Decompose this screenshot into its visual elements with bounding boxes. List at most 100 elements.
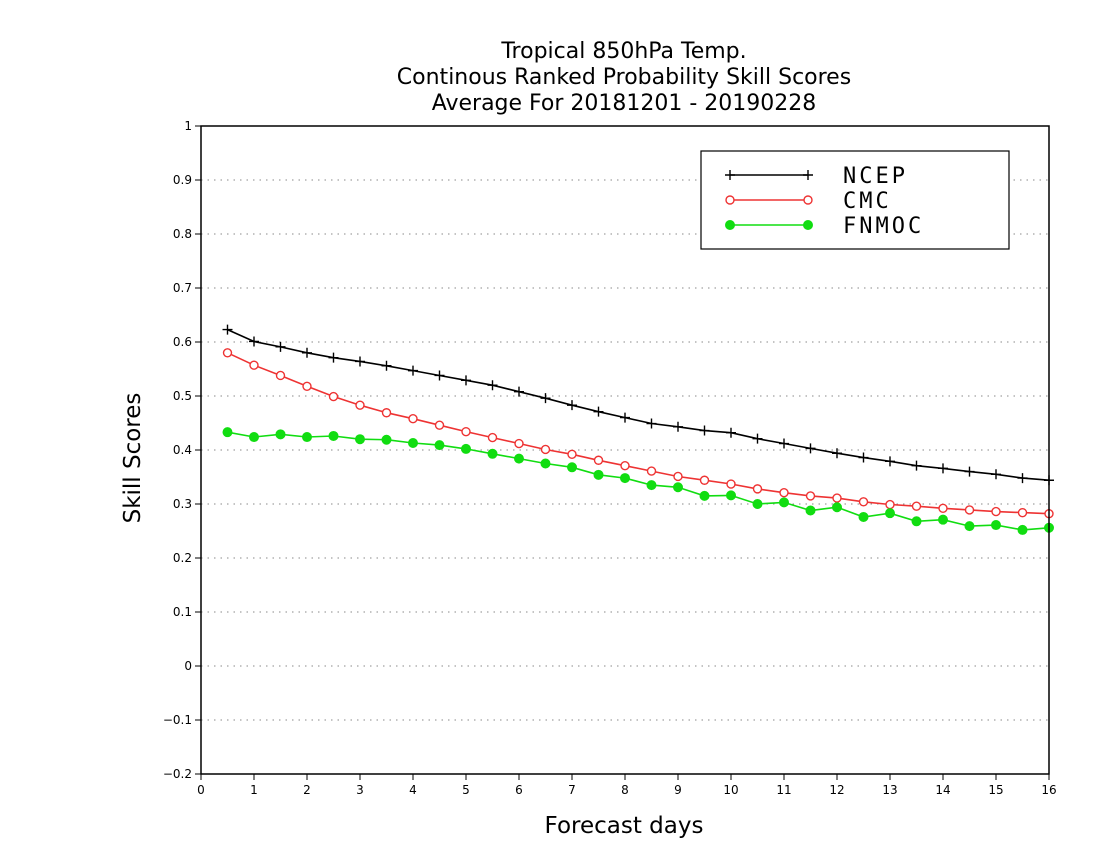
point-ncep <box>355 356 365 367</box>
point-ncep <box>1017 473 1028 484</box>
point-fnmoc <box>302 432 312 443</box>
legend-marker-fnmoc <box>725 220 735 230</box>
legend: NCEP CMC FNMOC <box>700 150 1010 250</box>
point-ncep <box>514 386 524 397</box>
point-cmc <box>938 503 948 514</box>
point-cmc <box>567 449 577 460</box>
point-fnmoc <box>355 434 365 445</box>
y-axis-title: Skill Scores <box>120 393 146 524</box>
point-fnmoc <box>673 482 683 493</box>
point-cmc <box>620 460 630 471</box>
point-ncep <box>646 418 657 429</box>
point-ncep <box>938 463 948 474</box>
title-line-1: Tropical 850hPa Temp. <box>500 39 746 64</box>
point-cmc <box>885 499 895 510</box>
y-tick-label: 0.8 <box>173 227 192 241</box>
x-tick-label: 10 <box>723 783 738 797</box>
point-fnmoc <box>726 490 736 501</box>
x-axis-title: Forecast days <box>545 813 704 839</box>
point-cmc <box>779 487 789 498</box>
point-ncep <box>275 341 286 352</box>
title-line-3: Average For 20181201 - 20190228 <box>432 91 817 116</box>
point-ncep <box>540 393 551 404</box>
legend-label-cmc: CMC <box>843 189 892 214</box>
point-cmc <box>673 471 683 482</box>
y-tick-label: 1 <box>184 119 192 133</box>
legend-marker-cmc <box>803 195 813 205</box>
point-fnmoc <box>858 511 869 522</box>
point-ncep <box>381 360 392 371</box>
point-ncep <box>434 370 445 381</box>
x-tick-label: 11 <box>776 783 791 797</box>
point-fnmoc <box>646 480 657 491</box>
point-cmc <box>540 444 551 455</box>
point-ncep <box>805 443 816 454</box>
x-tick-label: 14 <box>935 783 950 797</box>
x-tick-label: 6 <box>515 783 523 797</box>
point-fnmoc <box>885 508 895 519</box>
legend-marker-cmc <box>725 195 735 205</box>
legend-marker-fnmoc <box>803 220 813 230</box>
y-tick-label: 0.4 <box>173 443 192 457</box>
point-cmc <box>832 493 842 503</box>
point-ncep <box>461 375 471 386</box>
point-fnmoc <box>699 490 710 501</box>
point-cmc <box>302 381 312 391</box>
point-fnmoc <box>805 505 816 516</box>
x-tick-label: 7 <box>568 783 576 797</box>
data-series <box>222 324 1054 535</box>
point-ncep <box>858 452 869 463</box>
y-tick-label: 0.1 <box>173 605 192 619</box>
legend-label-ncep: NCEP <box>843 164 908 189</box>
point-ncep <box>911 460 922 471</box>
point-fnmoc <box>249 432 259 443</box>
x-tick-label: 8 <box>621 783 629 797</box>
series-ncep <box>222 324 1054 486</box>
point-fnmoc <box>1017 524 1028 535</box>
point-fnmoc <box>434 440 445 451</box>
grid-lines <box>201 179 1049 721</box>
y-tick-label: −0.1 <box>163 713 192 727</box>
point-fnmoc <box>620 473 630 484</box>
legend-marker-ncep <box>803 170 813 180</box>
point-ncep <box>779 438 789 449</box>
legend-label-fnmoc: FNMOC <box>843 214 924 239</box>
point-ncep <box>699 425 710 436</box>
series-line-ncep <box>227 328 1050 481</box>
y-tick-label: 0.2 <box>173 551 192 565</box>
x-tick-label: 5 <box>462 783 470 797</box>
point-ncep <box>726 427 736 438</box>
point-fnmoc <box>593 469 604 480</box>
point-ncep <box>328 352 339 363</box>
point-cmc <box>1017 507 1028 518</box>
point-fnmoc <box>408 437 418 448</box>
point-cmc <box>991 506 1001 517</box>
point-ncep <box>567 400 577 411</box>
x-tick-label: 16 <box>1041 783 1056 797</box>
series-fnmoc <box>222 427 1054 535</box>
point-fnmoc <box>328 430 339 441</box>
point-cmc <box>593 455 604 465</box>
point-ncep <box>885 456 895 467</box>
point-cmc <box>514 438 524 449</box>
x-tick-label: 1 <box>250 783 258 797</box>
chart-title: Tropical 850hPa Temp. Continous Ranked P… <box>397 39 851 116</box>
point-fnmoc <box>275 429 286 440</box>
y-tick-label: 0.5 <box>173 389 192 403</box>
axis-ticks: −0.2−0.100.10.20.30.40.50.60.70.80.910 1 2… <box>163 119 1057 797</box>
point-cmc <box>858 497 869 507</box>
point-ncep <box>593 406 604 417</box>
point-cmc <box>249 360 259 370</box>
point-fnmoc <box>964 521 975 532</box>
point-cmc <box>726 479 736 489</box>
title-line-2: Continous Ranked Probability Skill Score… <box>397 65 851 90</box>
point-cmc <box>461 426 471 437</box>
x-tick-label: 13 <box>882 783 897 797</box>
x-tick-label: 4 <box>409 783 417 797</box>
x-tick-label: 9 <box>674 783 682 797</box>
point-fnmoc <box>381 434 392 445</box>
point-cmc <box>752 484 763 494</box>
series-line-fnmoc <box>227 431 1050 531</box>
point-fnmoc <box>752 499 763 509</box>
y-tick-label: 0 <box>184 659 192 673</box>
